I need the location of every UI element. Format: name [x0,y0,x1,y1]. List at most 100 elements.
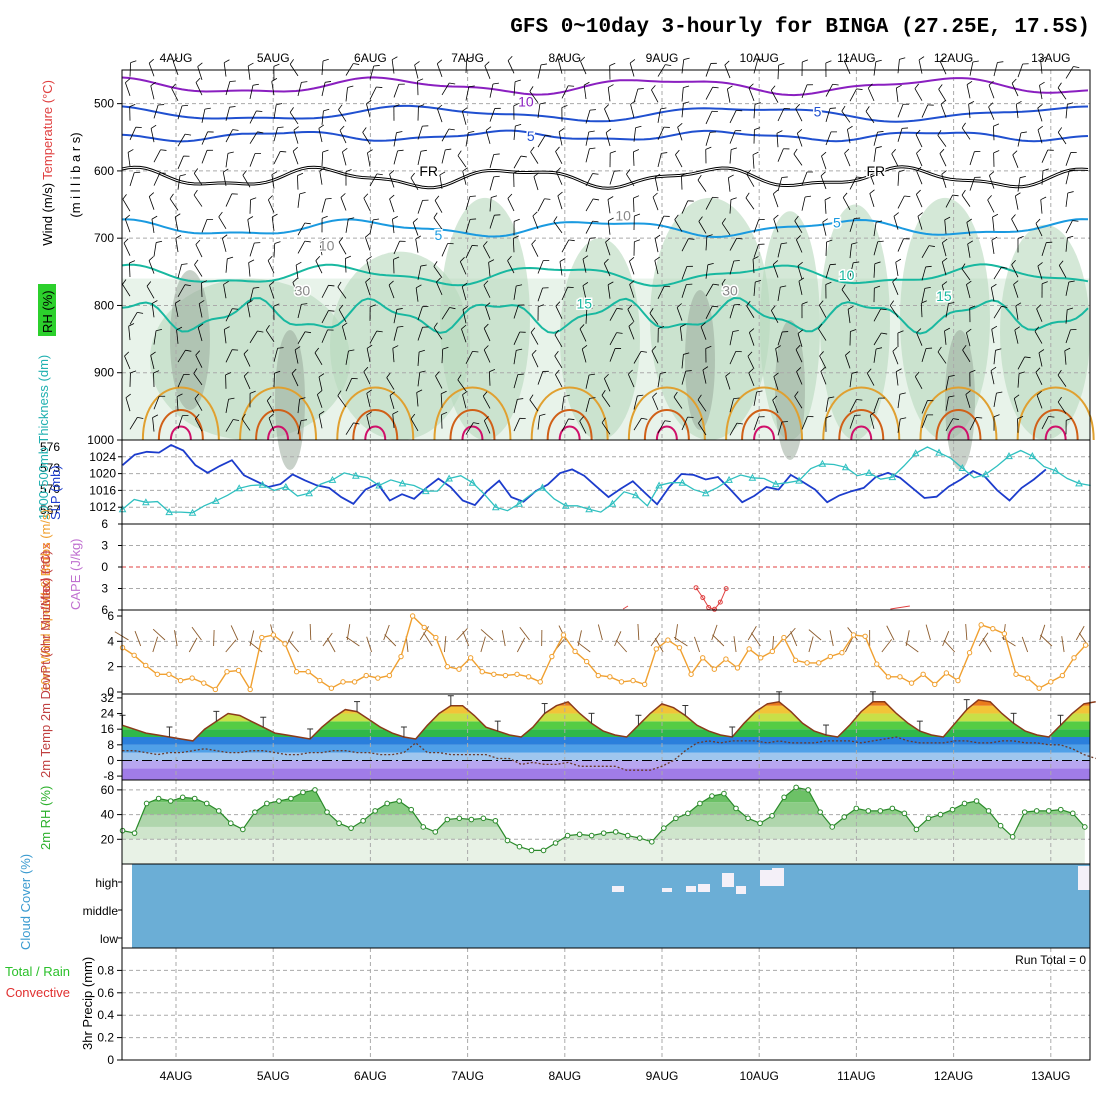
rh-fill [122,787,1085,864]
wind10m-barb [456,628,468,641]
wind-barb-flag [227,256,234,260]
wind-barb [941,174,947,188]
wind-barb-flag [292,278,298,283]
wind-barb-flag [129,260,136,264]
wind-barb-flag [966,218,972,223]
wind-barb-flag [1019,175,1026,179]
wind10m-marker [769,648,776,655]
wind-barb [269,285,275,299]
wind-barb-flag [609,62,616,66]
rh-marker [480,815,487,822]
wind-barb-flag [924,286,931,289]
contour-warm-loop [627,386,706,441]
wind-barb-flag [918,56,925,61]
wind-barb-flag [937,346,942,353]
wind-barb [801,84,808,99]
wind-barb [770,310,779,323]
wind-barb-flag [125,393,131,399]
wind-barb-flag [796,367,802,372]
wind-barb [605,241,611,256]
wind10m-marker [259,634,265,641]
wind-barb [633,127,636,142]
wind-barb [729,130,736,144]
wind-barb-flag [369,304,376,308]
thickness-marker [351,471,360,479]
wind-barb-flag [1011,78,1017,84]
wind-barb-flag [554,350,559,357]
wind-barb [529,91,539,103]
wind-barb-flag [628,321,634,327]
wind-barb [585,309,588,324]
wind-barb [483,245,491,259]
wind-barb-flag [660,107,667,110]
wind-barb-flag [392,215,398,220]
wind-barb [681,59,685,74]
wind10m-barb [366,636,372,653]
wind-barb [172,61,179,75]
wind-barb [849,244,852,259]
wind-barb-flag [664,420,671,422]
wind-barb-flag [146,281,152,287]
wind-barb-flag [579,324,585,330]
wind-barb-flag [773,260,779,265]
wind-barb [315,260,323,274]
wind-barb [297,175,299,190]
wind-barb-flag [867,83,873,89]
rh-marker [384,800,390,807]
precip-axis-label: 3hr Precip (mm) [80,957,95,1050]
wind-barb [629,261,635,275]
wind-barb [459,261,467,275]
wind-barb-flag [824,196,831,201]
wind10m-marker [351,679,358,685]
wind-barb [462,309,467,324]
wind-barb [247,303,251,318]
wind-barb [195,354,203,368]
wind10m-marker [305,669,311,675]
wind10m-marker [990,625,996,632]
wind-barb-flag [641,417,648,420]
wind-barb [225,308,233,322]
wind-barb [561,85,569,99]
wind-barb [483,284,491,298]
wind-barb-flag [952,418,959,420]
thickness-marker [375,481,383,489]
wind-barb [417,351,420,366]
wind-barb [513,125,516,140]
wind-barb [248,262,251,277]
wind10m-marker [734,665,741,671]
wind-barb-flag [462,305,469,310]
wind-barb [484,65,491,79]
wind-barb [345,378,353,392]
wind10m-marker [885,674,892,680]
wind-barb [513,285,517,300]
wind-barb-flag [752,256,759,260]
wind-barb [705,264,709,279]
wind-barb-flag [1035,218,1041,224]
wind-barb [705,236,708,251]
wind-barb [556,171,563,185]
wind-barb-flag [897,330,904,334]
wind-barb-flag [944,327,951,332]
wind-barb [941,261,947,276]
wind-barb-flag [820,171,826,177]
contour-label: 10 [615,207,631,223]
wind-barb-flag [968,101,975,105]
wind-barb [289,112,299,125]
wind-barb-flag [626,169,631,175]
wind-barb-flag [301,81,308,83]
wind-barb [297,399,300,414]
rh-marker [564,832,571,839]
wind-barb-flag [1037,103,1043,109]
wind-barb [677,127,683,141]
run-total-label: Run Total = 0 [1015,953,1086,967]
wind-barb-flag [289,59,294,65]
wind-barb [729,351,737,365]
wind-barb-flag [415,284,422,289]
wind-barb [1058,265,1067,278]
precip-frame [121,947,1091,1061]
wind-barb [1041,170,1044,185]
wind-barb [314,352,323,366]
wind-barb-flag [749,328,755,333]
